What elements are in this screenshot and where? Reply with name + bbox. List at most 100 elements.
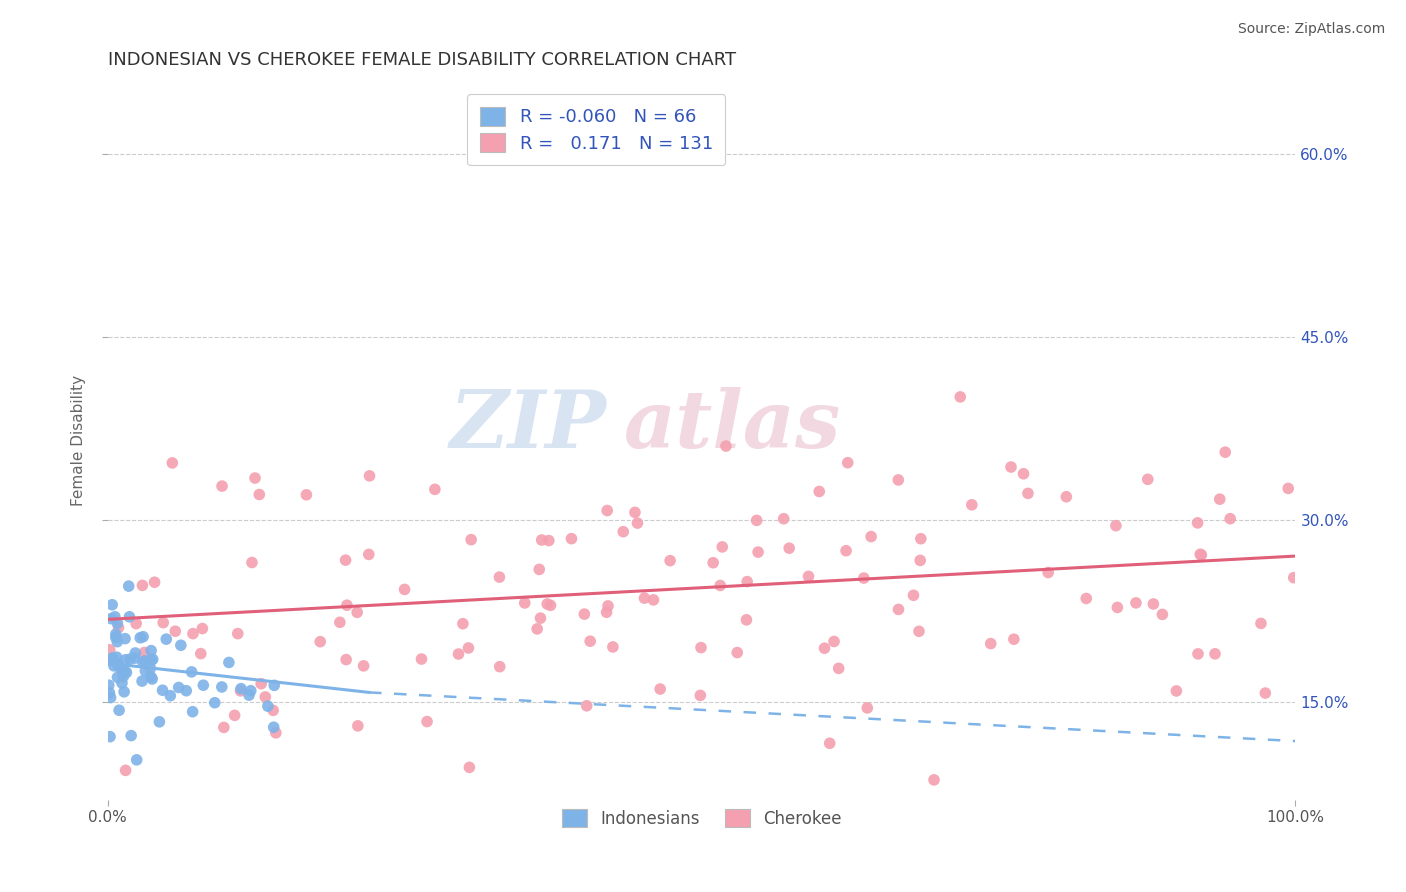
Point [112,664,135,678]
Point [540,599,562,613]
Point [134,654,156,668]
Point [155,632,177,647]
Point [529,562,551,576]
Point [1250,616,1272,631]
Point [114,764,136,778]
Point [105,634,128,648]
Point [239,683,262,698]
Point [107,659,129,673]
Point [1012,467,1035,481]
Point [575,698,598,713]
Point [447,647,470,661]
Point [108,703,131,717]
Point [457,640,479,655]
Text: Source: ZipAtlas.com: Source: ZipAtlas.com [1237,22,1385,37]
Point [115,665,138,680]
Point [148,714,170,729]
Point [394,582,416,597]
Point [107,657,129,671]
Point [114,653,136,667]
Point [1152,607,1174,622]
Point [111,664,134,678]
Point [170,638,193,652]
Point [1254,686,1277,700]
Point [243,471,266,485]
Point [1076,591,1098,606]
Point [359,468,381,483]
Point [100,690,122,705]
Point [745,513,768,527]
Point [460,533,482,547]
Point [735,574,758,589]
Point [835,543,858,558]
Point [1142,597,1164,611]
Point [1209,492,1232,507]
Point [114,665,136,680]
Point [139,643,162,657]
Point [416,714,439,729]
Point [118,609,141,624]
Text: INDONESIAN VS CHEROKEE FEMALE DISABILITY CORRELATION CHART: INDONESIAN VS CHEROKEE FEMALE DISABILITY… [108,51,735,69]
Point [903,588,925,602]
Point [125,616,148,631]
Point [167,681,190,695]
Point [423,483,446,497]
Point [1054,490,1077,504]
Point [643,593,665,607]
Point [131,578,153,592]
Point [240,556,263,570]
Point [141,653,163,667]
Point [1189,547,1212,561]
Point [808,484,831,499]
Point [1107,600,1129,615]
Point [458,760,481,774]
Point [709,578,731,592]
Point [257,699,280,714]
Point [813,641,835,656]
Point [910,532,932,546]
Point [595,605,617,619]
Point [180,665,202,679]
Point [204,696,226,710]
Point [250,677,273,691]
Point [980,637,1002,651]
Point [818,736,841,750]
Point [1277,482,1299,496]
Point [725,646,748,660]
Point [579,634,602,648]
Point [131,674,153,689]
Point [347,719,370,733]
Point [335,553,357,567]
Point [107,670,129,684]
Point [226,626,249,640]
Point [852,571,875,585]
Point [120,729,142,743]
Point [211,680,233,694]
Point [142,652,165,666]
Point [797,569,820,583]
Point [856,701,879,715]
Point [98,730,121,744]
Point [218,656,240,670]
Text: ZIP: ZIP [450,387,606,465]
Point [451,616,474,631]
Point [229,683,252,698]
Point [262,703,284,717]
Point [152,615,174,630]
Point [1219,512,1241,526]
Point [612,524,634,539]
Point [602,640,624,654]
Point [104,609,127,624]
Point [346,605,368,619]
Point [596,503,619,517]
Point [488,659,510,673]
Point [529,611,551,625]
Point [329,615,352,630]
Point [97,678,120,692]
Point [690,640,713,655]
Point [1017,486,1039,500]
Point [772,512,794,526]
Point [143,575,166,590]
Point [263,678,285,692]
Point [1187,647,1209,661]
